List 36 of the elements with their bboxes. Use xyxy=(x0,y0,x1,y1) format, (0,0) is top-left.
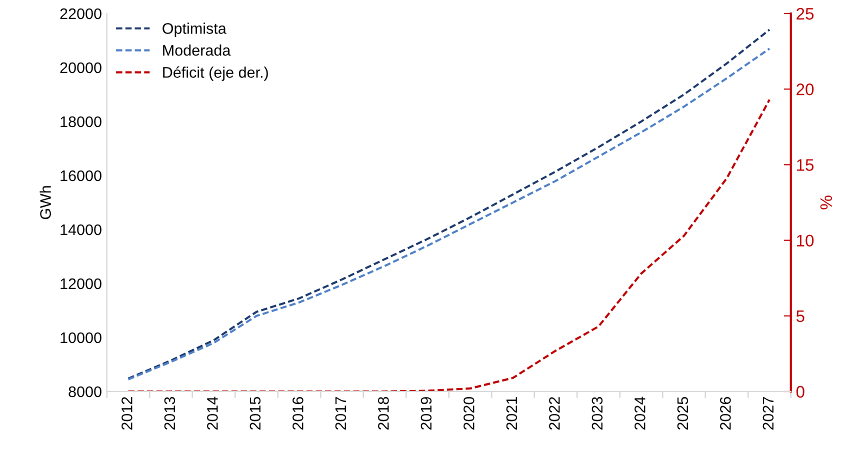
y2-tick-label: 25 xyxy=(796,8,814,20)
x-tick-label: 2012 xyxy=(122,397,132,430)
x-tick-label: 2019 xyxy=(420,397,432,430)
x-tick-label: 2015 xyxy=(250,397,261,430)
y-tick-label: 22000 xyxy=(60,8,102,20)
y-tick-label: 8000 xyxy=(68,386,102,398)
x-tick-label: 2026 xyxy=(720,397,731,430)
x-tick-label: 2014 xyxy=(207,396,218,430)
x-tick-label: 2022 xyxy=(549,397,560,430)
x-tick-label: 2020 xyxy=(464,396,474,430)
x-tick-label: 2016 xyxy=(292,397,304,430)
y-tick-label: 10000 xyxy=(60,332,102,344)
y-tick-label: 12000 xyxy=(60,278,102,290)
y2-tick-label: 10 xyxy=(797,234,814,247)
y-axis-title: GWh xyxy=(40,186,51,220)
y-tick-label: 14000 xyxy=(60,224,102,236)
y2-tick-label: 0 xyxy=(796,386,804,398)
line-series xyxy=(127,98,771,392)
legend-label: Moderada xyxy=(163,44,231,56)
y-tick-label: 16000 xyxy=(60,170,102,182)
x-tick-label: 2023 xyxy=(592,397,603,430)
y2-tick-label: 20 xyxy=(796,84,814,96)
x-tick-label: 2017 xyxy=(335,397,346,430)
x-tick-label: 2025 xyxy=(677,397,688,430)
x-tick-label: 2024 xyxy=(634,396,646,430)
x-tick-label: 2018 xyxy=(378,397,389,430)
x-tick-label: 2021 xyxy=(506,397,518,430)
y2-tick-label: 5 xyxy=(796,310,804,322)
legend-label: Optimista xyxy=(162,22,226,37)
x-tick-label: 2013 xyxy=(164,397,176,430)
legend-label: Déficit (eje der.) xyxy=(163,66,268,81)
y2-axis-title: % xyxy=(820,196,832,210)
y-tick-label: 18000 xyxy=(60,116,102,128)
y2-tick-label: 15 xyxy=(797,159,814,171)
x-tick-label: 2027 xyxy=(762,397,774,430)
y-tick-label: 20000 xyxy=(60,62,102,74)
